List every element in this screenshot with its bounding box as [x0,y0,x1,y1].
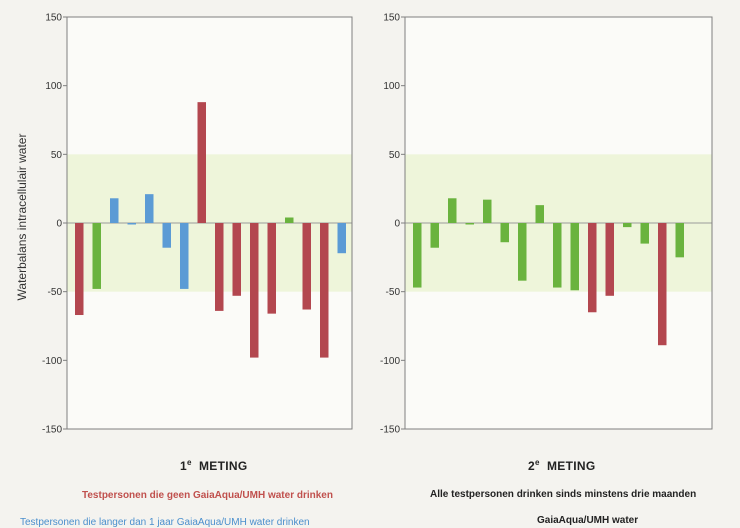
note-long-term-drinkers: Testpersonen die langer dan 1 jaar GaiaA… [20,517,310,528]
y-tick-label: -50 [48,287,63,298]
bar [127,223,136,225]
note-all-drink-line1: Alle testpersonen drinken sinds minstens… [430,489,697,500]
panel-title-1: 1e METING [180,458,247,473]
y-tick-label: -150 [380,425,400,436]
bar [553,223,562,288]
panel-title-1-sup: e [186,458,192,467]
bar [483,199,492,223]
bar [320,223,329,358]
bar [570,223,579,291]
bar [535,205,544,223]
panel-title-2-sup: e [534,458,540,467]
bar [413,223,422,288]
bar [162,223,171,248]
panel-title-1-number: 1 [180,459,187,473]
bar [675,223,684,258]
bar [518,223,527,281]
panel-title-1-word: METING [199,459,248,473]
bar [500,223,509,243]
bar [250,223,259,358]
y-tick-label: -100 [380,356,400,367]
y-tick-label: -150 [42,425,62,436]
bar [215,223,224,311]
panel-title-2: 2e METING [528,458,595,473]
y-tick-label: 150 [45,13,62,24]
bar [197,102,206,223]
chart-panel-1: 150 100 50 0 -50 -100 -150 [42,13,353,436]
panel-title-2-number: 2 [528,459,535,473]
bar [92,223,101,289]
bar [640,223,649,244]
bar [302,223,311,310]
bar [623,223,632,228]
bar [337,223,346,254]
bar [465,223,474,225]
bar [232,223,241,296]
plot-frame [404,16,713,430]
panel-title-2-word: METING [547,459,596,473]
y-tick-label: 0 [56,219,62,230]
bar [588,223,597,313]
bar [658,223,667,346]
y-tick-label: 100 [45,81,62,92]
bar [110,198,119,223]
bar [75,223,84,316]
bar [605,223,614,296]
note-all-drink-line2: GaiaAqua/UMH water [537,515,639,526]
bar [180,223,189,289]
y-tick-label: -50 [386,287,401,298]
y-tick-label: 0 [394,219,400,230]
y-tick-label: 50 [51,150,63,161]
y-tick-label: 100 [383,81,400,92]
y-tick-label: 50 [389,150,401,161]
note-no-gaiaaqua: Testpersonen die geen GaiaAqua/UMH water… [82,490,333,501]
y-tick-label: 150 [383,13,400,24]
bar [448,198,457,223]
chart-panel-2: 150 100 50 0 -50 -100 -150 [380,13,713,436]
y-tick-label: -100 [42,356,62,367]
bar [145,194,154,223]
bar [285,217,294,223]
plot-frame [66,16,353,430]
bar [267,223,276,314]
bar [430,223,439,248]
